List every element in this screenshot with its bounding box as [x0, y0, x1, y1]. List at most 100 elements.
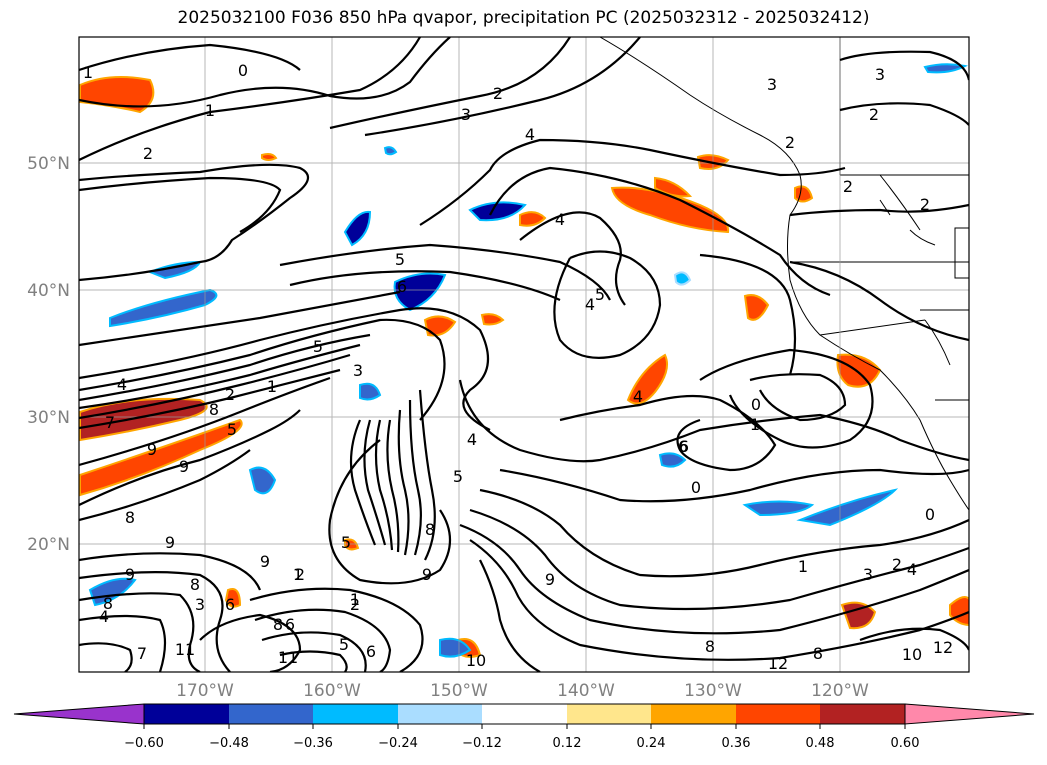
contour-label: 0 — [925, 505, 935, 524]
contour-label: 10 — [902, 645, 922, 664]
gridlines — [79, 37, 969, 672]
colorbar-segment — [229, 704, 313, 724]
map-frame — [78, 36, 970, 673]
contour-label: 8 — [190, 575, 200, 594]
contour-label: 9 — [545, 570, 555, 589]
contour-label: 0 — [751, 395, 761, 414]
colorbar: −0.60 −0.48 −0.36 −0.24 −0.12 0.12 0.24 … — [13, 703, 1035, 751]
contour-label: 2 — [225, 385, 235, 404]
contour-label: 1 — [293, 565, 303, 584]
colorbar-segment — [820, 704, 905, 724]
contour-label: 6 — [678, 437, 688, 456]
contour-label: 2 — [869, 105, 879, 124]
contour-label: 2 — [843, 177, 853, 196]
contour-label: 4 — [555, 210, 565, 229]
colorbar-tick: 0.60 — [891, 736, 920, 751]
contour-label: 1 — [267, 377, 277, 396]
contour-label: 3 — [767, 75, 777, 94]
colorbar-tick: 0.48 — [806, 736, 835, 751]
contour-label: 3 — [461, 105, 471, 124]
contour-label: 4 — [467, 430, 477, 449]
colorbar-tick: 0.12 — [553, 736, 582, 751]
lon-label-120w: 120°W — [811, 681, 869, 701]
contour-label: 6 — [397, 277, 407, 296]
qvapor-contours — [79, 37, 969, 672]
contour-label: 4 — [525, 125, 535, 144]
contour-label: 5 — [313, 337, 323, 356]
colorbar-tick: −0.12 — [462, 736, 502, 751]
colorbar-segment — [567, 704, 651, 724]
contour-label: 8 — [425, 520, 435, 539]
contour-label: 9 — [147, 440, 157, 459]
contour-label: 12 — [768, 654, 788, 673]
lon-label-160w: 160°W — [303, 681, 361, 701]
colorbar-segment — [736, 704, 820, 724]
contour-label: 4 — [99, 607, 109, 626]
lon-label-140w: 140°W — [557, 681, 615, 701]
contour-label: 2 — [892, 555, 902, 574]
colorbar-tick: −0.24 — [378, 736, 418, 751]
colorbar-tick: −0.48 — [209, 736, 249, 751]
contour-label: 5 — [595, 285, 605, 304]
contour-label: 2 — [295, 565, 305, 584]
contour-label: 5 — [341, 533, 351, 552]
lon-label-130w: 130°W — [684, 681, 742, 701]
contour-label: 1 — [750, 415, 760, 434]
contour-label: 4 — [585, 295, 595, 314]
contour-label: 7 — [105, 413, 115, 432]
colorbar-segment — [144, 704, 229, 724]
contour-label: 6 — [225, 595, 235, 614]
colorbar-segment — [482, 704, 567, 724]
contour-label: 6 — [366, 642, 376, 661]
colorbar-segment — [398, 704, 482, 724]
contour-label: 7 — [137, 644, 147, 663]
colorbar-segment — [313, 704, 398, 724]
contour-label: 3 — [353, 361, 363, 380]
contour-label: 10 — [466, 651, 486, 670]
contour-label: 2 — [493, 84, 503, 103]
contour-label: 9 — [260, 552, 270, 571]
lon-label-150w: 150°W — [430, 681, 488, 701]
contour-label: 9 — [125, 565, 135, 584]
lon-label-170w: 170°W — [176, 681, 234, 701]
lat-label-30n: 30°N — [27, 408, 70, 428]
contour-label: 4 — [117, 375, 127, 394]
contour-label: 5 — [395, 250, 405, 269]
contour-label: 11 — [278, 648, 298, 667]
contour-label: 1 — [205, 101, 215, 120]
contour-label: 8 — [103, 594, 113, 613]
map-plot-area — [79, 37, 969, 672]
contour-label: 5 — [227, 420, 237, 439]
colorbar-tick: 0.24 — [637, 736, 666, 751]
contour-label: 2 — [920, 195, 930, 214]
contour-label: 1 — [350, 590, 360, 609]
colorbar-tick: 0.36 — [722, 736, 751, 751]
colorbar-tick: −0.60 — [124, 736, 164, 751]
contour-label: 0 — [691, 478, 701, 497]
contour-label: 1 — [83, 63, 93, 82]
colorbar-segment — [651, 704, 736, 724]
contour-label: 2 — [350, 595, 360, 614]
contour-label: 9 — [422, 565, 432, 584]
contour-label: 8 — [813, 644, 823, 663]
contour-label: 12 — [933, 638, 953, 657]
contour-label: 11 — [175, 640, 195, 659]
contour-label: 3 — [863, 565, 873, 584]
contour-label: 8 — [209, 400, 219, 419]
contour-label: 1 — [798, 557, 808, 576]
lat-label-20n: 20°N — [27, 535, 70, 555]
contour-label: 6 — [679, 437, 689, 456]
contour-label: 9 — [179, 457, 189, 476]
contour-label: 3 — [875, 65, 885, 84]
contour-label: 5 — [339, 635, 349, 654]
lat-label-50n: 50°N — [27, 154, 70, 174]
contour-label: 6 — [285, 615, 295, 634]
contour-label: 8 — [125, 508, 135, 527]
contour-label: 4 — [907, 560, 917, 579]
lat-label-40n: 40°N — [27, 281, 70, 301]
colorbar-tick: −0.36 — [293, 736, 333, 751]
contour-label: 8 — [273, 615, 283, 634]
contour-label: 9 — [165, 533, 175, 552]
